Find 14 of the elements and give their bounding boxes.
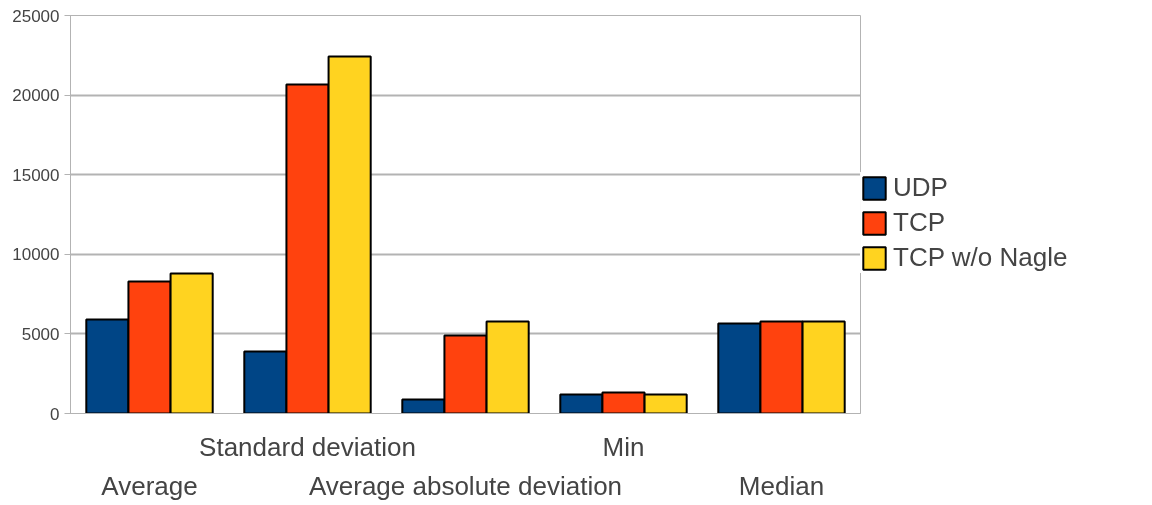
x-tick-label: Median <box>738 470 825 501</box>
y-tick-label: 25000 <box>12 6 60 26</box>
y-tick-label: 5000 <box>21 324 60 344</box>
legend-label: TCP w/o Nagle <box>893 242 1068 273</box>
legend-label: TCP <box>893 207 945 238</box>
y-tick-label: 10000 <box>12 245 60 265</box>
y-tick-label: 20000 <box>12 86 60 106</box>
y-tick-label: 0 <box>50 404 60 424</box>
x-tick-label: Average <box>101 470 198 501</box>
x-tick-label: Min <box>602 431 645 462</box>
legend-label: UDP <box>893 172 948 203</box>
y-tick-label: 15000 <box>12 165 60 185</box>
x-tick-label: Standard deviation <box>199 431 416 462</box>
x-tick-label: Average absolute deviation <box>308 470 623 501</box>
